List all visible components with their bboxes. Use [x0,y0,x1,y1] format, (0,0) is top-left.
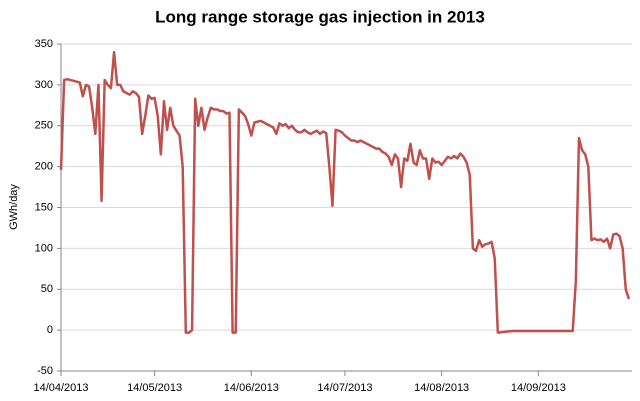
y-axis-label: GWh/day [8,184,20,230]
y-tick-label: 200 [35,161,53,173]
y-tick-label: 300 [35,79,53,91]
y-tick-label: 350 [35,38,53,50]
x-tick-label: 14/09/2013 [511,382,566,394]
x-tick-label: 14/05/2013 [127,382,182,394]
x-tick-label: 14/08/2013 [414,382,469,394]
x-tick-label: 14/07/2013 [317,382,372,394]
y-tick-label: 250 [35,120,53,132]
x-tick-label: 14/06/2013 [224,382,279,394]
y-tick-label: 100 [35,242,53,254]
x-tick-label: 14/04/2013 [33,382,88,394]
y-tick-label: 150 [35,201,53,213]
y-tick-label: -50 [37,365,53,377]
chart-title: Long range storage gas injection in 2013 [155,7,485,26]
data-line [59,50,631,334]
y-tick-label: 0 [47,324,53,336]
y-tick-label: 50 [41,283,53,295]
